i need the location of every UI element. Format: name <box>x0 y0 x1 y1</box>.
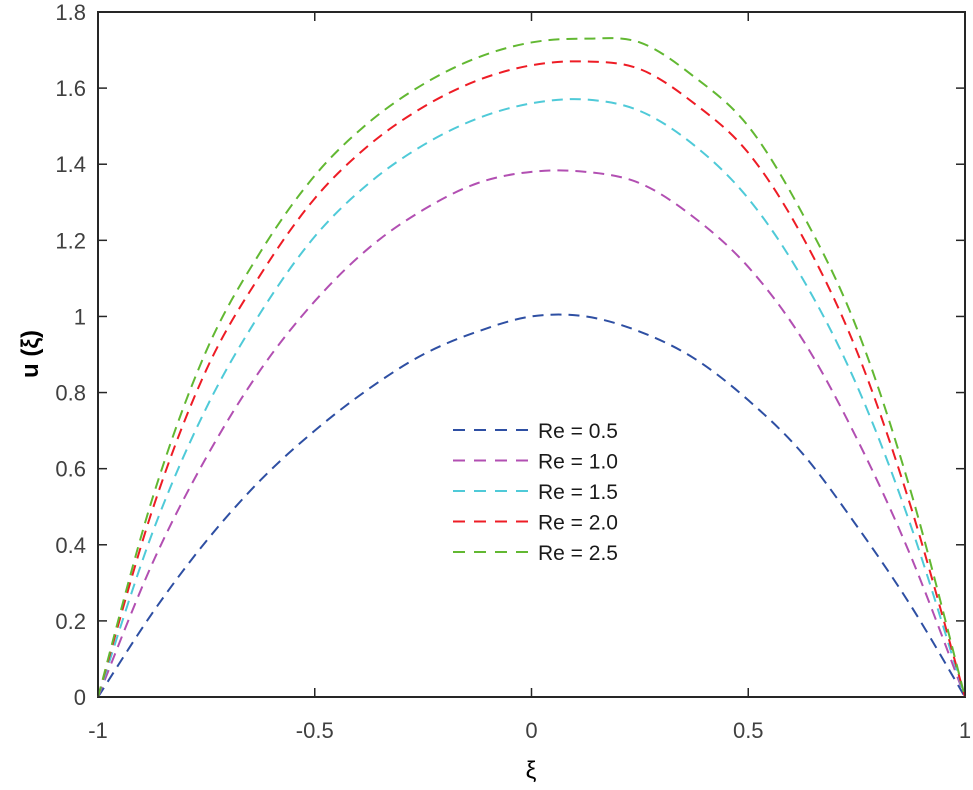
legend-label: Re = 1.0 <box>538 451 618 474</box>
axes-frame <box>97 11 966 698</box>
x-axis-ticks: -1 -0.5 0 0.5 1 <box>88 12 971 743</box>
y-tick-label: 1 <box>74 304 86 329</box>
series-line <box>97 37 966 698</box>
series-lines <box>97 37 966 698</box>
y-tick-label: 0 <box>74 685 86 710</box>
plot-area <box>97 11 966 698</box>
legend-label: Re = 1.5 <box>538 481 618 504</box>
legend-label: Re = 2.0 <box>538 512 618 535</box>
x-tick-label: 0 <box>525 718 537 743</box>
y-tick-label: 0.2 <box>55 609 86 634</box>
y-axis-label: u (ξ) <box>17 330 44 378</box>
legend-label: Re = 0.5 <box>538 420 618 443</box>
y-axis-ticks: 0 0.2 0.4 0.6 0.8 1 1.2 1.4 1.6 1.8 <box>55 0 965 710</box>
y-tick-label: 1.6 <box>55 76 86 101</box>
y-tick-label: 0.6 <box>55 457 86 482</box>
series-line <box>97 313 966 698</box>
legend: Re = 0.5 Re = 1.0 Re = 1.5 Re = 2.0 Re = 2.5 <box>453 420 618 565</box>
y-tick-label: 1.8 <box>55 0 86 25</box>
x-tick-label: 1 <box>959 718 971 743</box>
x-tick-label: -1 <box>88 718 108 743</box>
x-axis-label: ξ <box>526 757 537 784</box>
series-line <box>97 60 966 698</box>
series-line <box>97 98 966 698</box>
x-tick-label: -0.5 <box>296 718 334 743</box>
legend-label: Re = 2.5 <box>538 542 618 565</box>
y-tick-label: 1.4 <box>55 152 86 177</box>
y-tick-label: 1.2 <box>55 228 86 253</box>
series-line <box>97 169 966 698</box>
x-tick-label: 0.5 <box>733 718 764 743</box>
y-tick-label: 0.4 <box>55 533 86 558</box>
y-tick-label: 0.8 <box>55 381 86 406</box>
